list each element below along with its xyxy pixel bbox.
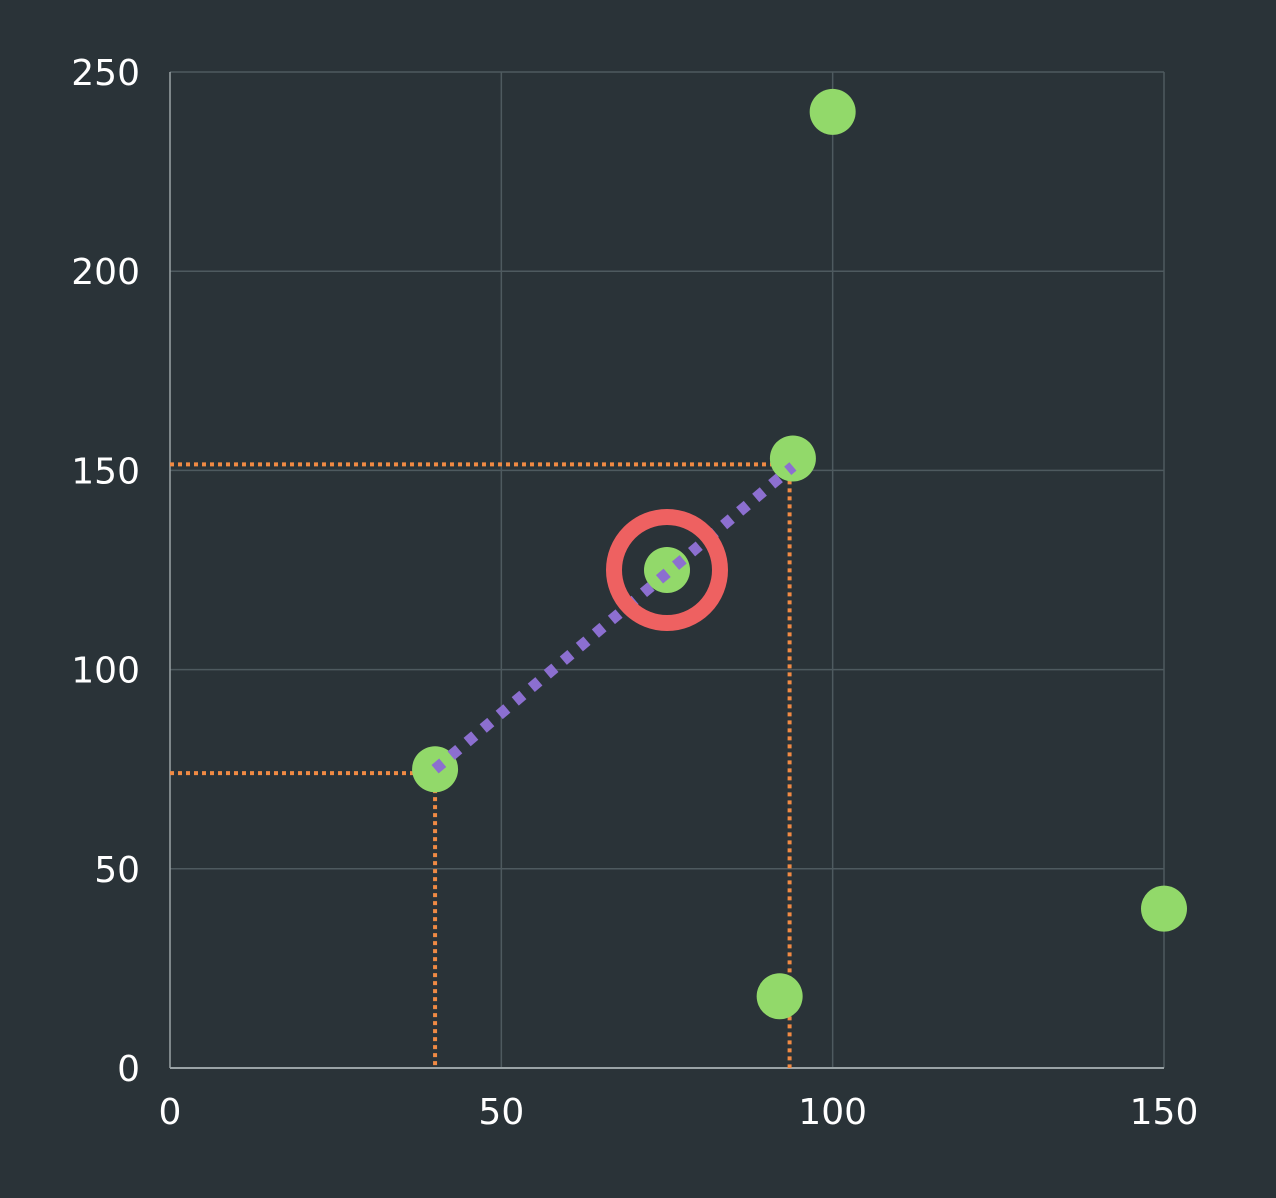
- highlight: [606, 509, 728, 631]
- grid: [170, 71, 1165, 1068]
- y-tick-label-4: 200: [71, 252, 140, 293]
- axes: [169, 72, 1164, 1069]
- y-tick-label-5: 250: [71, 53, 140, 94]
- y-tick-label-3: 150: [71, 451, 140, 492]
- y-tick-label-2: 100: [71, 651, 140, 692]
- y-tick-label-1: 50: [94, 850, 140, 891]
- data-point-4: [756, 973, 803, 1020]
- data-points: [412, 88, 1187, 1020]
- x-tick-label-2: 100: [798, 1092, 867, 1133]
- connector-line: [431, 462, 797, 774]
- highlight-ring: [606, 509, 728, 631]
- data-point-1: [644, 547, 690, 593]
- tick-labels: 0 50 100 150 0 50 100 150 200 250: [71, 53, 1198, 1133]
- data-point-2: [769, 435, 816, 482]
- y-tick-label-0: 0: [117, 1049, 140, 1090]
- guide-lines: [170, 462, 792, 1068]
- x-tick-label-3: 150: [1130, 1092, 1199, 1133]
- data-point-3: [809, 88, 856, 135]
- x-tick-label-1: 50: [478, 1092, 524, 1133]
- x-tick-label-0: 0: [159, 1092, 182, 1133]
- connector-segment: [431, 462, 797, 774]
- data-point-5: [1141, 885, 1187, 932]
